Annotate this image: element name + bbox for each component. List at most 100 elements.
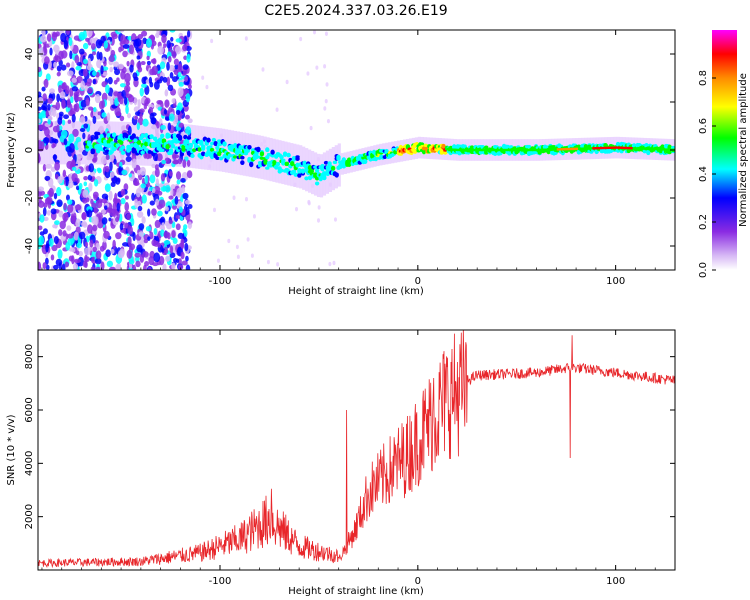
- heat-cell: [108, 55, 115, 62]
- heat-cell: [147, 149, 152, 154]
- heat-cell: [186, 30, 191, 38]
- heat-cell: [464, 148, 467, 152]
- heat-cell: [259, 156, 265, 160]
- heat-cell: [227, 153, 233, 158]
- heat-cell: [302, 146, 306, 190]
- heat-cell: [449, 148, 453, 151]
- heat-cell: [112, 239, 116, 250]
- heat-cell: [147, 236, 151, 241]
- heat-cell: [75, 185, 80, 191]
- heat-cell: [177, 63, 183, 73]
- heat-cell: [613, 146, 617, 149]
- heat-cell: [84, 85, 89, 92]
- heat-cell: [169, 245, 174, 254]
- heat-cell: [336, 156, 341, 161]
- heat-cell: [185, 255, 189, 262]
- heat-cell: [126, 213, 131, 221]
- heat-cell: [671, 145, 675, 150]
- heat-cell: [128, 259, 135, 265]
- heat-cell: [111, 132, 117, 138]
- heat-cell: [618, 146, 622, 149]
- heat-cell: [494, 148, 498, 152]
- heat-cell: [153, 252, 161, 263]
- heat-cell: [118, 63, 124, 70]
- heat-cell: [563, 147, 567, 151]
- heat-cell: [165, 144, 170, 150]
- heat-cell: [150, 124, 158, 130]
- heat-cell: [186, 170, 193, 179]
- heat-cell: [48, 187, 54, 198]
- heat-cell: [126, 249, 133, 259]
- heat-cell: [124, 195, 129, 200]
- heat-cell: [52, 224, 58, 229]
- heat-cell: [38, 106, 42, 111]
- heat-cell: [143, 264, 147, 270]
- x-tick-label: -100: [209, 576, 232, 587]
- heat-cell: [639, 147, 643, 150]
- heat-cell: [293, 182, 297, 187]
- heat-cell: [136, 55, 141, 60]
- heat-cell: [164, 220, 170, 227]
- heat-cell: [213, 140, 218, 147]
- heat-cell: [184, 242, 189, 252]
- heat-cell: [471, 148, 474, 152]
- heat-cell: [147, 208, 151, 217]
- heat-cell: [76, 242, 82, 249]
- heat-cell: [447, 148, 451, 151]
- heat-cell: [559, 148, 562, 151]
- heat-cell: [164, 99, 170, 108]
- heat-cell: [43, 78, 49, 89]
- heat-cell: [188, 84, 192, 90]
- heat-cell: [75, 96, 83, 102]
- heat-cell: [148, 256, 155, 266]
- heat-cell: [142, 251, 149, 258]
- heat-cell: [65, 85, 70, 95]
- heat-cell: [248, 133, 252, 177]
- heat-cell: [136, 140, 142, 145]
- heat-cell: [384, 148, 389, 154]
- heat-cell: [180, 177, 186, 183]
- heat-cell: [93, 206, 99, 214]
- heat-cell: [133, 138, 138, 143]
- heat-cell: [56, 199, 63, 208]
- y-tick-label: 6000: [24, 397, 35, 422]
- x-tick-label: 0: [415, 576, 421, 587]
- heat-cell: [78, 48, 85, 55]
- heat-cell: [46, 121, 51, 165]
- heat-cell: [158, 199, 166, 208]
- heat-cell: [163, 249, 169, 254]
- heat-cell: [665, 148, 669, 151]
- heat-cell: [39, 214, 45, 223]
- colorbar-tick-label: 0.8: [698, 70, 709, 86]
- heat-cell: [141, 177, 146, 185]
- heat-cell: [110, 181, 116, 187]
- heat-cell: [152, 58, 157, 65]
- heat-cell: [131, 148, 136, 154]
- heat-cell: [134, 115, 139, 120]
- heat-cell: [155, 132, 160, 139]
- heat-cell: [119, 83, 126, 88]
- heat-cell: [461, 148, 465, 152]
- colorbar-tick-label: 0.2: [698, 214, 709, 230]
- heat-cell: [75, 65, 82, 71]
- heat-cell: [186, 136, 192, 140]
- heat-cell: [45, 264, 50, 270]
- heat-cell: [326, 118, 330, 124]
- heat-cell: [142, 118, 149, 127]
- heat-cell: [42, 93, 47, 102]
- heat-cell: [65, 176, 69, 187]
- heat-cell: [156, 153, 163, 162]
- heat-cell: [227, 129, 232, 174]
- heat-cell: [149, 200, 155, 206]
- heat-cell: [630, 146, 633, 150]
- heat-cell: [141, 30, 148, 37]
- heat-cell: [83, 175, 88, 181]
- heat-cell: [38, 153, 41, 163]
- heat-cell: [95, 266, 101, 270]
- heat-cell: [135, 38, 142, 47]
- heat-cell: [83, 247, 91, 256]
- heat-cell: [168, 149, 174, 155]
- heat-cell: [151, 208, 157, 216]
- heat-cell: [263, 159, 268, 165]
